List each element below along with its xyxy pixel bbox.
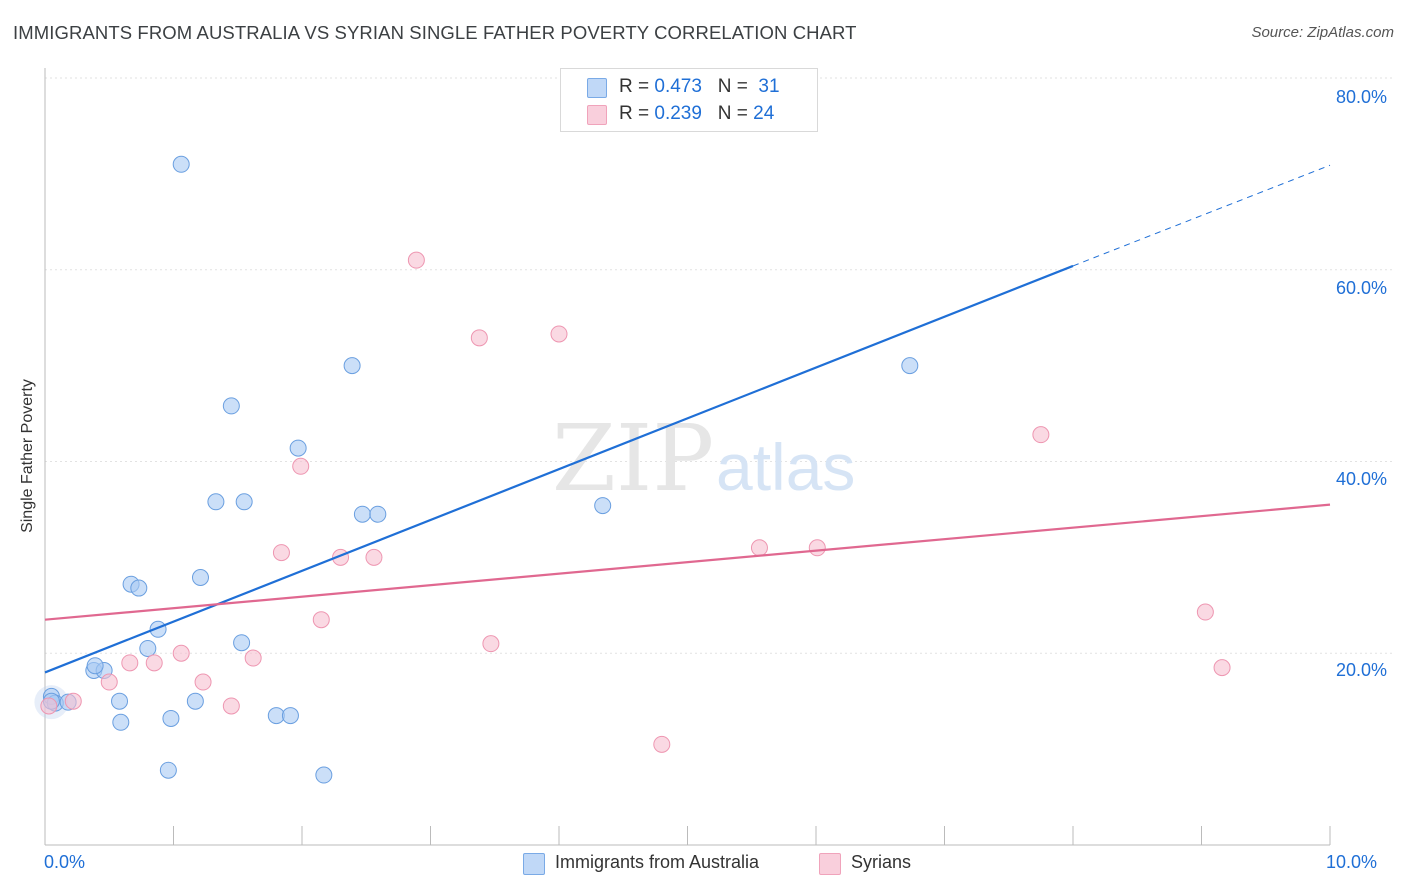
australia-point <box>86 657 104 675</box>
syrians-point <box>64 692 82 710</box>
r-value-australia: 0.473 <box>654 76 702 97</box>
syrians-point <box>1032 426 1050 444</box>
australia-point <box>353 505 371 523</box>
series-swatch-syrians <box>819 853 841 875</box>
syrians-point <box>1196 603 1214 621</box>
syrians-point <box>194 673 212 691</box>
australia-point <box>267 707 285 725</box>
y-tick-label: 20.0% <box>1336 660 1388 680</box>
australia-point <box>186 692 204 710</box>
syrians-point <box>550 325 568 343</box>
australia-trend-extension <box>1072 164 1331 267</box>
legend-stats-syrians: R = 0.239 N = 24 <box>619 103 775 124</box>
watermark-zip: ZIP <box>552 405 714 512</box>
syrians-point <box>470 329 488 347</box>
watermark-atlas: atlas <box>716 430 855 504</box>
australia-point <box>191 569 209 587</box>
legend-stats-australia: R = 0.473 N = 31 <box>619 76 780 97</box>
syrians-point <box>407 251 425 269</box>
legend-swatch-syrians <box>587 105 607 125</box>
syrians-point <box>40 697 58 715</box>
australia-point <box>233 634 251 652</box>
australia-point <box>369 505 387 523</box>
syrians-point <box>121 654 139 672</box>
australia-point <box>111 692 129 710</box>
syrians-point <box>292 457 310 475</box>
syrians-point <box>222 697 240 715</box>
y-tick-label: 40.0% <box>1336 469 1388 489</box>
syrians-point <box>365 548 383 566</box>
syrians-point <box>808 539 826 557</box>
r-value-syrians: 0.239 <box>654 103 702 124</box>
australia-point <box>139 639 157 657</box>
syrians-point <box>145 654 163 672</box>
australia-point <box>130 579 148 597</box>
syrians-point <box>312 611 330 629</box>
syrians-point <box>172 644 190 662</box>
syrians-trend-line <box>44 503 1331 621</box>
source-label: Source: ZipAtlas.com <box>1251 24 1394 41</box>
australia-point <box>901 357 919 375</box>
n-value-australia: 31 <box>758 76 780 97</box>
syrians-point <box>653 735 671 753</box>
syrians-point <box>272 544 290 562</box>
australia-point <box>235 493 253 511</box>
australia-point <box>172 155 190 173</box>
series-swatch-australia <box>523 853 545 875</box>
syrians-point <box>482 635 500 653</box>
australia-point <box>207 493 225 511</box>
syrians-point <box>750 539 768 557</box>
series-label-syrians: Syrians <box>851 852 912 872</box>
chart-title: IMMIGRANTS FROM AUSTRALIA VS SYRIAN SING… <box>13 22 857 43</box>
australia-point <box>343 357 361 375</box>
y-tick-label: 80.0% <box>1336 87 1388 107</box>
australia-point <box>289 439 307 457</box>
australia-point <box>162 709 180 727</box>
legend-swatch-australia <box>587 78 607 98</box>
australia-point <box>315 766 333 784</box>
australia-point <box>159 761 177 779</box>
syrians-point <box>100 673 118 691</box>
x-tick-label: 0.0% <box>44 852 86 872</box>
series-label-australia: Immigrants from Australia <box>555 852 760 872</box>
australia-point <box>112 713 130 731</box>
x-tick-label: 10.0% <box>1326 852 1378 872</box>
y-tick-label: 60.0% <box>1336 278 1388 298</box>
correlation-legend: R = 0.473 N = 31 R = 0.239 N = 24 <box>560 68 818 132</box>
syrians-point <box>244 649 262 667</box>
syrians-point <box>1213 659 1231 677</box>
australia-point <box>594 497 612 515</box>
australia-point <box>281 707 299 725</box>
australia-point <box>222 397 240 415</box>
n-value-syrians: 24 <box>753 103 775 124</box>
